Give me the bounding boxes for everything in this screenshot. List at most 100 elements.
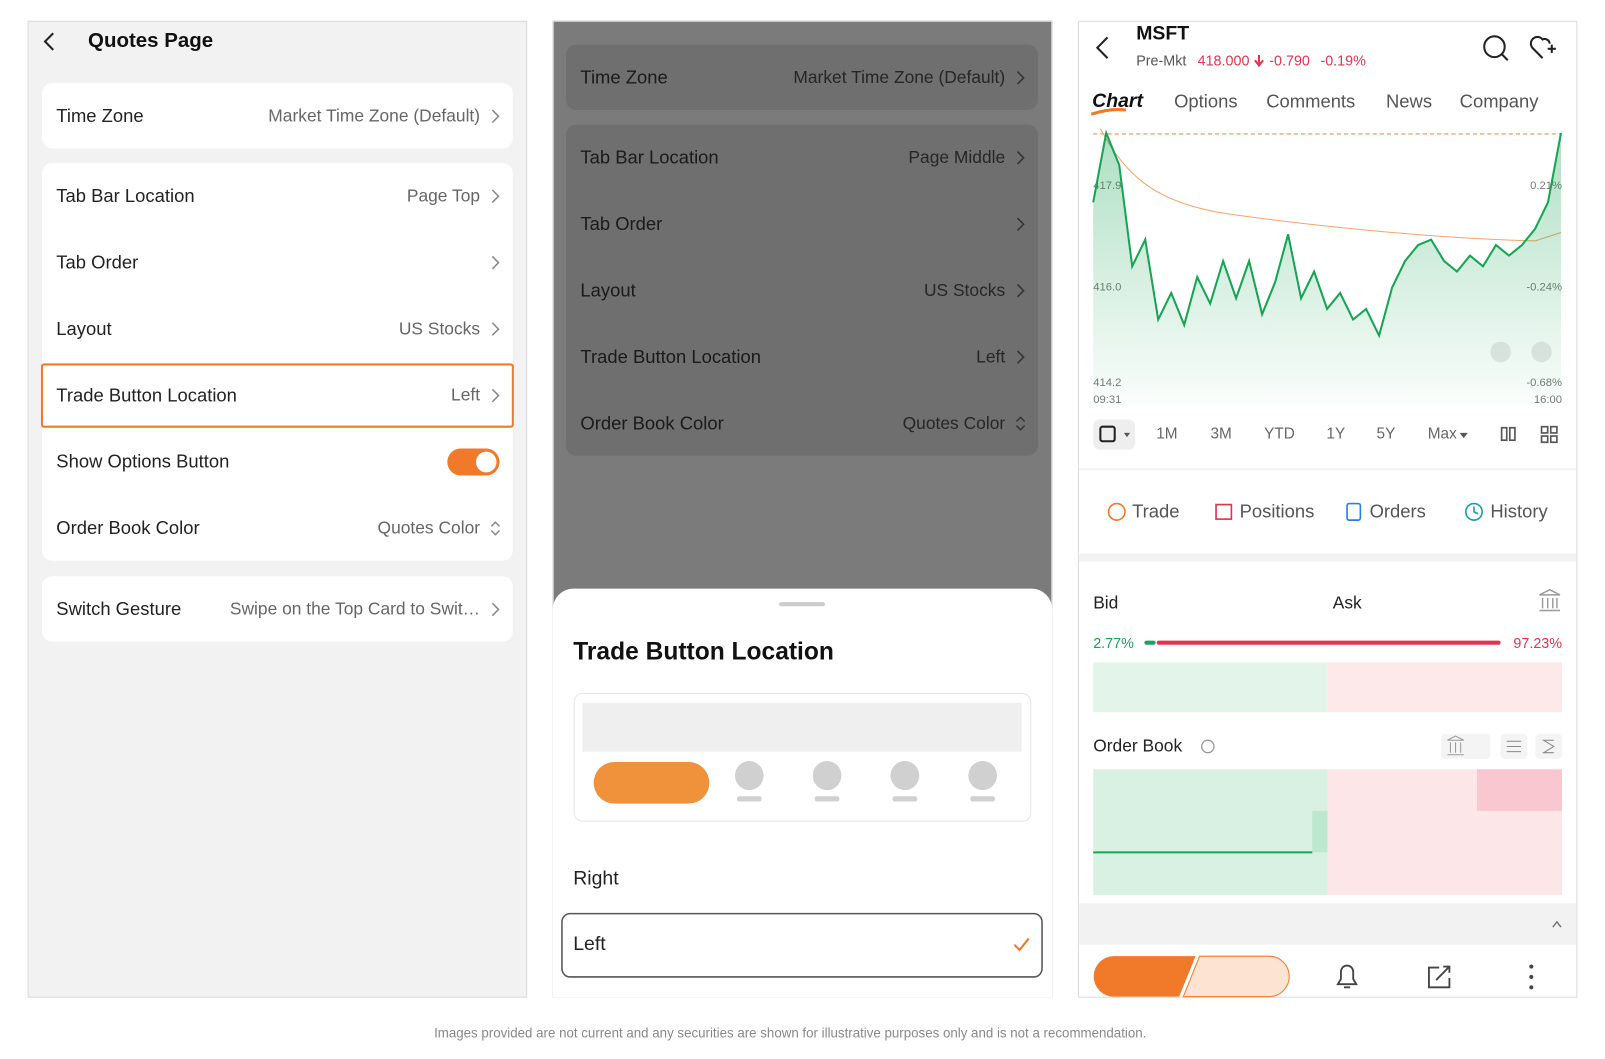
bank-icon <box>1447 735 1464 756</box>
tab-underline <box>1090 107 1127 116</box>
premarket-change: -0.790 <box>1269 51 1310 69</box>
settings-card <box>41 83 513 149</box>
back-icon[interactable] <box>43 32 54 51</box>
ask-label: Ask <box>1332 592 1362 613</box>
setting-label: Switch Gesture <box>56 598 182 620</box>
tab[interactable]: Options <box>1174 90 1238 112</box>
history-icon <box>1464 502 1483 521</box>
setting-label: Layout <box>56 318 112 339</box>
tab[interactable]: Comments <box>1266 90 1356 112</box>
bid-pct: 2.77% <box>1093 634 1134 651</box>
setting-value: Quotes Color <box>902 413 1006 433</box>
orders-icon <box>1346 502 1362 521</box>
setting-value: Market Time Zone (Default) <box>268 105 481 126</box>
action[interactable]: Orders <box>1369 500 1426 522</box>
settings-card <box>566 124 1038 456</box>
setting-label: Tab Bar Location <box>580 146 719 168</box>
setting-value: Page Middle <box>908 147 1006 168</box>
chevron <box>1016 217 1025 232</box>
trade-button[interactable] <box>1093 956 1196 997</box>
chevron <box>491 255 500 270</box>
action[interactable]: Trade <box>1132 500 1180 522</box>
toggle-btn[interactable] <box>1535 734 1563 759</box>
selected-option[interactable] <box>561 912 1043 978</box>
settings-icon <box>1506 740 1522 753</box>
action[interactable]: Positions <box>1239 500 1315 522</box>
range-tab[interactable]: 5Y <box>1376 425 1396 443</box>
setting-value: Left <box>451 385 481 405</box>
caption: Images provided are not current and any … <box>434 1025 1147 1041</box>
toggle-icon <box>1541 739 1555 754</box>
updown-icon <box>1015 416 1026 431</box>
chevron <box>491 189 500 203</box>
bid-depth <box>1312 810 1328 853</box>
settings-card <box>566 44 1038 111</box>
tab[interactable]: News <box>1385 90 1433 112</box>
chevron <box>491 109 500 124</box>
setting-label: Tab Bar Location <box>56 185 195 207</box>
chevron <box>491 602 500 617</box>
chevron <box>1016 283 1025 298</box>
back-icon[interactable] <box>1095 36 1109 59</box>
order-book-title: Order Book <box>1093 736 1183 756</box>
bid-label: Bid <box>1093 592 1119 613</box>
chevron <box>1016 71 1025 85</box>
setting-label: Time Zone <box>56 105 144 127</box>
search-icon[interactable] <box>1483 35 1509 61</box>
setting-value: Market Time Zone (Default) <box>793 67 1006 88</box>
range-tab[interactable]: Max <box>1427 425 1457 443</box>
premarket-change-pct: -0.19% <box>1320 51 1366 69</box>
price-line <box>1092 129 1562 339</box>
tab[interactable]: Chart <box>1092 90 1143 113</box>
expand-icon[interactable] <box>1552 920 1562 928</box>
chevron <box>1016 350 1025 364</box>
symbol: MSFT <box>1136 22 1190 45</box>
share-icon[interactable] <box>1428 965 1451 989</box>
chart-icons[interactable] <box>1500 425 1558 444</box>
sheet-option: Left <box>573 933 606 956</box>
setting-label: Order Book Color <box>580 412 724 434</box>
ask-depth <box>1477 769 1563 811</box>
chevron <box>491 388 500 403</box>
index-bar[interactable] <box>1078 903 1577 945</box>
tab[interactable]: Company <box>1459 90 1539 112</box>
dropdown <box>1123 432 1468 439</box>
range-tab[interactable]: 1M <box>1156 425 1178 443</box>
range-tab[interactable]: YTD <box>1264 425 1295 443</box>
sheet-option: Right <box>573 867 619 890</box>
positions-icon <box>1215 503 1233 520</box>
preview-bar <box>582 702 1022 752</box>
bank-icon[interactable] <box>1539 588 1561 612</box>
setting-label: Trade Button Location <box>580 346 761 368</box>
trade-icon <box>1107 502 1126 521</box>
toggle-knob <box>475 451 497 473</box>
ask-pct: 97.23% <box>1513 634 1563 651</box>
sheet-title: Trade Button Location <box>573 637 834 666</box>
settings-card <box>41 162 513 561</box>
premarket-price: 418.000 <box>1197 51 1250 69</box>
average-line <box>1099 128 1562 242</box>
premarket-label: Pre-Mkt <box>1136 51 1187 69</box>
range-tab[interactable]: 3M <box>1210 425 1232 443</box>
price-area <box>1093 132 1561 405</box>
more-icon[interactable] <box>1529 964 1534 990</box>
setting-label: Tab Order <box>580 213 663 235</box>
updown-icon <box>490 521 501 536</box>
down-arrow <box>1254 55 1264 68</box>
bid-box <box>1093 662 1328 713</box>
range-tab[interactable]: 1Y <box>1326 425 1346 443</box>
action[interactable]: History <box>1490 500 1548 522</box>
setting-label: Layout <box>580 279 636 301</box>
setting-label: Time Zone <box>580 66 668 88</box>
preview-trade <box>593 762 710 804</box>
setting-value: US Stocks <box>923 280 1006 301</box>
chart-type-icon <box>1099 425 1116 443</box>
watch-icon[interactable] <box>1529 35 1556 59</box>
alert-icon[interactable] <box>1336 964 1358 989</box>
options-button[interactable] <box>1182 955 1290 998</box>
preview-icons <box>734 761 997 802</box>
sheet-handle <box>778 602 826 607</box>
info-icon[interactable] <box>1201 739 1215 754</box>
